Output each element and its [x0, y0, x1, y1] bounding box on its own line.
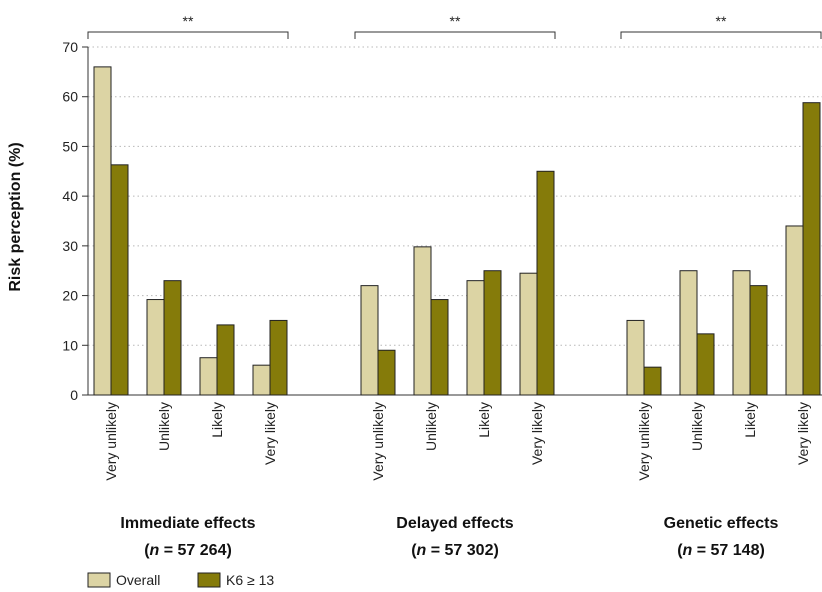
bar-k6	[430, 299, 449, 396]
n-text: (	[411, 542, 417, 559]
legend-swatch	[87, 572, 111, 588]
n-symbol: n	[150, 542, 160, 559]
n-text: =	[159, 542, 177, 559]
bar-k6	[216, 324, 235, 396]
group-title: Immediate effects	[120, 515, 255, 532]
category-label: Unlikely	[689, 402, 705, 451]
y-tick-label: 50	[62, 138, 78, 154]
bar-k6	[643, 366, 662, 396]
bar-overall	[732, 270, 751, 396]
significance-marker: **	[716, 13, 727, 29]
significance-marker: **	[450, 13, 461, 29]
category-label: Likely	[209, 402, 225, 438]
category-label: Likely	[476, 402, 492, 438]
category-label: Very likely	[795, 402, 811, 465]
grid-lines	[88, 46, 822, 346]
category-label: Unlikely	[423, 402, 439, 451]
n-text: )	[759, 542, 764, 559]
bar-overall	[466, 280, 485, 396]
n-text: )	[226, 542, 231, 559]
bar-overall	[785, 225, 804, 396]
group-sample-size: (n = 57 148)	[677, 542, 765, 559]
bar-overall	[679, 270, 698, 396]
legend-swatch	[197, 572, 221, 588]
n-text: 57 148	[711, 542, 760, 559]
significance-brackets: ** ** **	[87, 13, 822, 39]
bar-overall	[413, 246, 432, 396]
bar-overall	[146, 299, 165, 396]
y-tick-label: 0	[70, 387, 78, 403]
bar-overall	[199, 357, 218, 396]
n-text: 57 302	[445, 542, 494, 559]
y-tick-label: 30	[62, 238, 78, 254]
group-sample-size: (n = 57 302)	[411, 542, 499, 559]
bars	[93, 66, 821, 396]
bar-k6	[163, 280, 182, 396]
bar-k6	[749, 285, 768, 396]
bar-k6	[269, 319, 288, 396]
bar-k6	[377, 349, 396, 396]
category-label: Very unlikely	[103, 402, 119, 481]
bar-k6	[802, 102, 821, 396]
significance-marker: **	[183, 13, 194, 29]
y-tick-label: 10	[62, 337, 78, 353]
category-label: Very unlikely	[370, 402, 386, 481]
category-label: Unlikely	[156, 402, 172, 451]
bar-overall	[360, 285, 379, 396]
legend: Overall K6 ≥ 13	[87, 572, 274, 588]
bar-overall	[93, 66, 112, 396]
group-titles: Immediate effects(n = 57 264)Delayed eff…	[120, 515, 778, 559]
n-symbol: n	[683, 542, 693, 559]
bar-k6	[696, 333, 715, 396]
category-label: Very unlikely	[636, 402, 652, 481]
group-sample-size: (n = 57 264)	[144, 542, 232, 559]
legend-label: K6 ≥ 13	[226, 572, 274, 588]
bar-k6	[536, 170, 555, 396]
category-label: Likely	[742, 402, 758, 438]
bar-k6	[110, 164, 129, 396]
legend-label: Overall	[116, 572, 160, 588]
bar-k6	[483, 270, 502, 396]
y-axis-title: Risk perception (%)	[7, 142, 24, 291]
y-tick-label: 20	[62, 288, 78, 304]
category-label: Very likely	[529, 402, 545, 465]
y-tick-label: 40	[62, 188, 78, 204]
bar-overall	[626, 319, 645, 396]
significance-bracket	[620, 31, 822, 39]
n-text: (	[144, 542, 150, 559]
n-text: =	[426, 542, 444, 559]
n-text: =	[692, 542, 710, 559]
group-title: Delayed effects	[396, 515, 513, 532]
n-text: (	[677, 542, 683, 559]
bar-overall	[252, 364, 271, 396]
y-tick-label: 70	[62, 39, 78, 55]
n-text: 57 264	[178, 542, 227, 559]
category-labels: Very unlikely Unlikely Likely Very likely Ve…	[103, 402, 811, 481]
significance-bracket	[87, 31, 289, 39]
significance-bracket	[354, 31, 556, 39]
y-tick-label: 60	[62, 89, 78, 105]
group-title: Genetic effects	[664, 515, 779, 532]
bar-overall	[519, 272, 538, 396]
n-text: )	[493, 542, 498, 559]
category-label: Very likely	[262, 402, 278, 465]
n-symbol: n	[417, 542, 427, 559]
